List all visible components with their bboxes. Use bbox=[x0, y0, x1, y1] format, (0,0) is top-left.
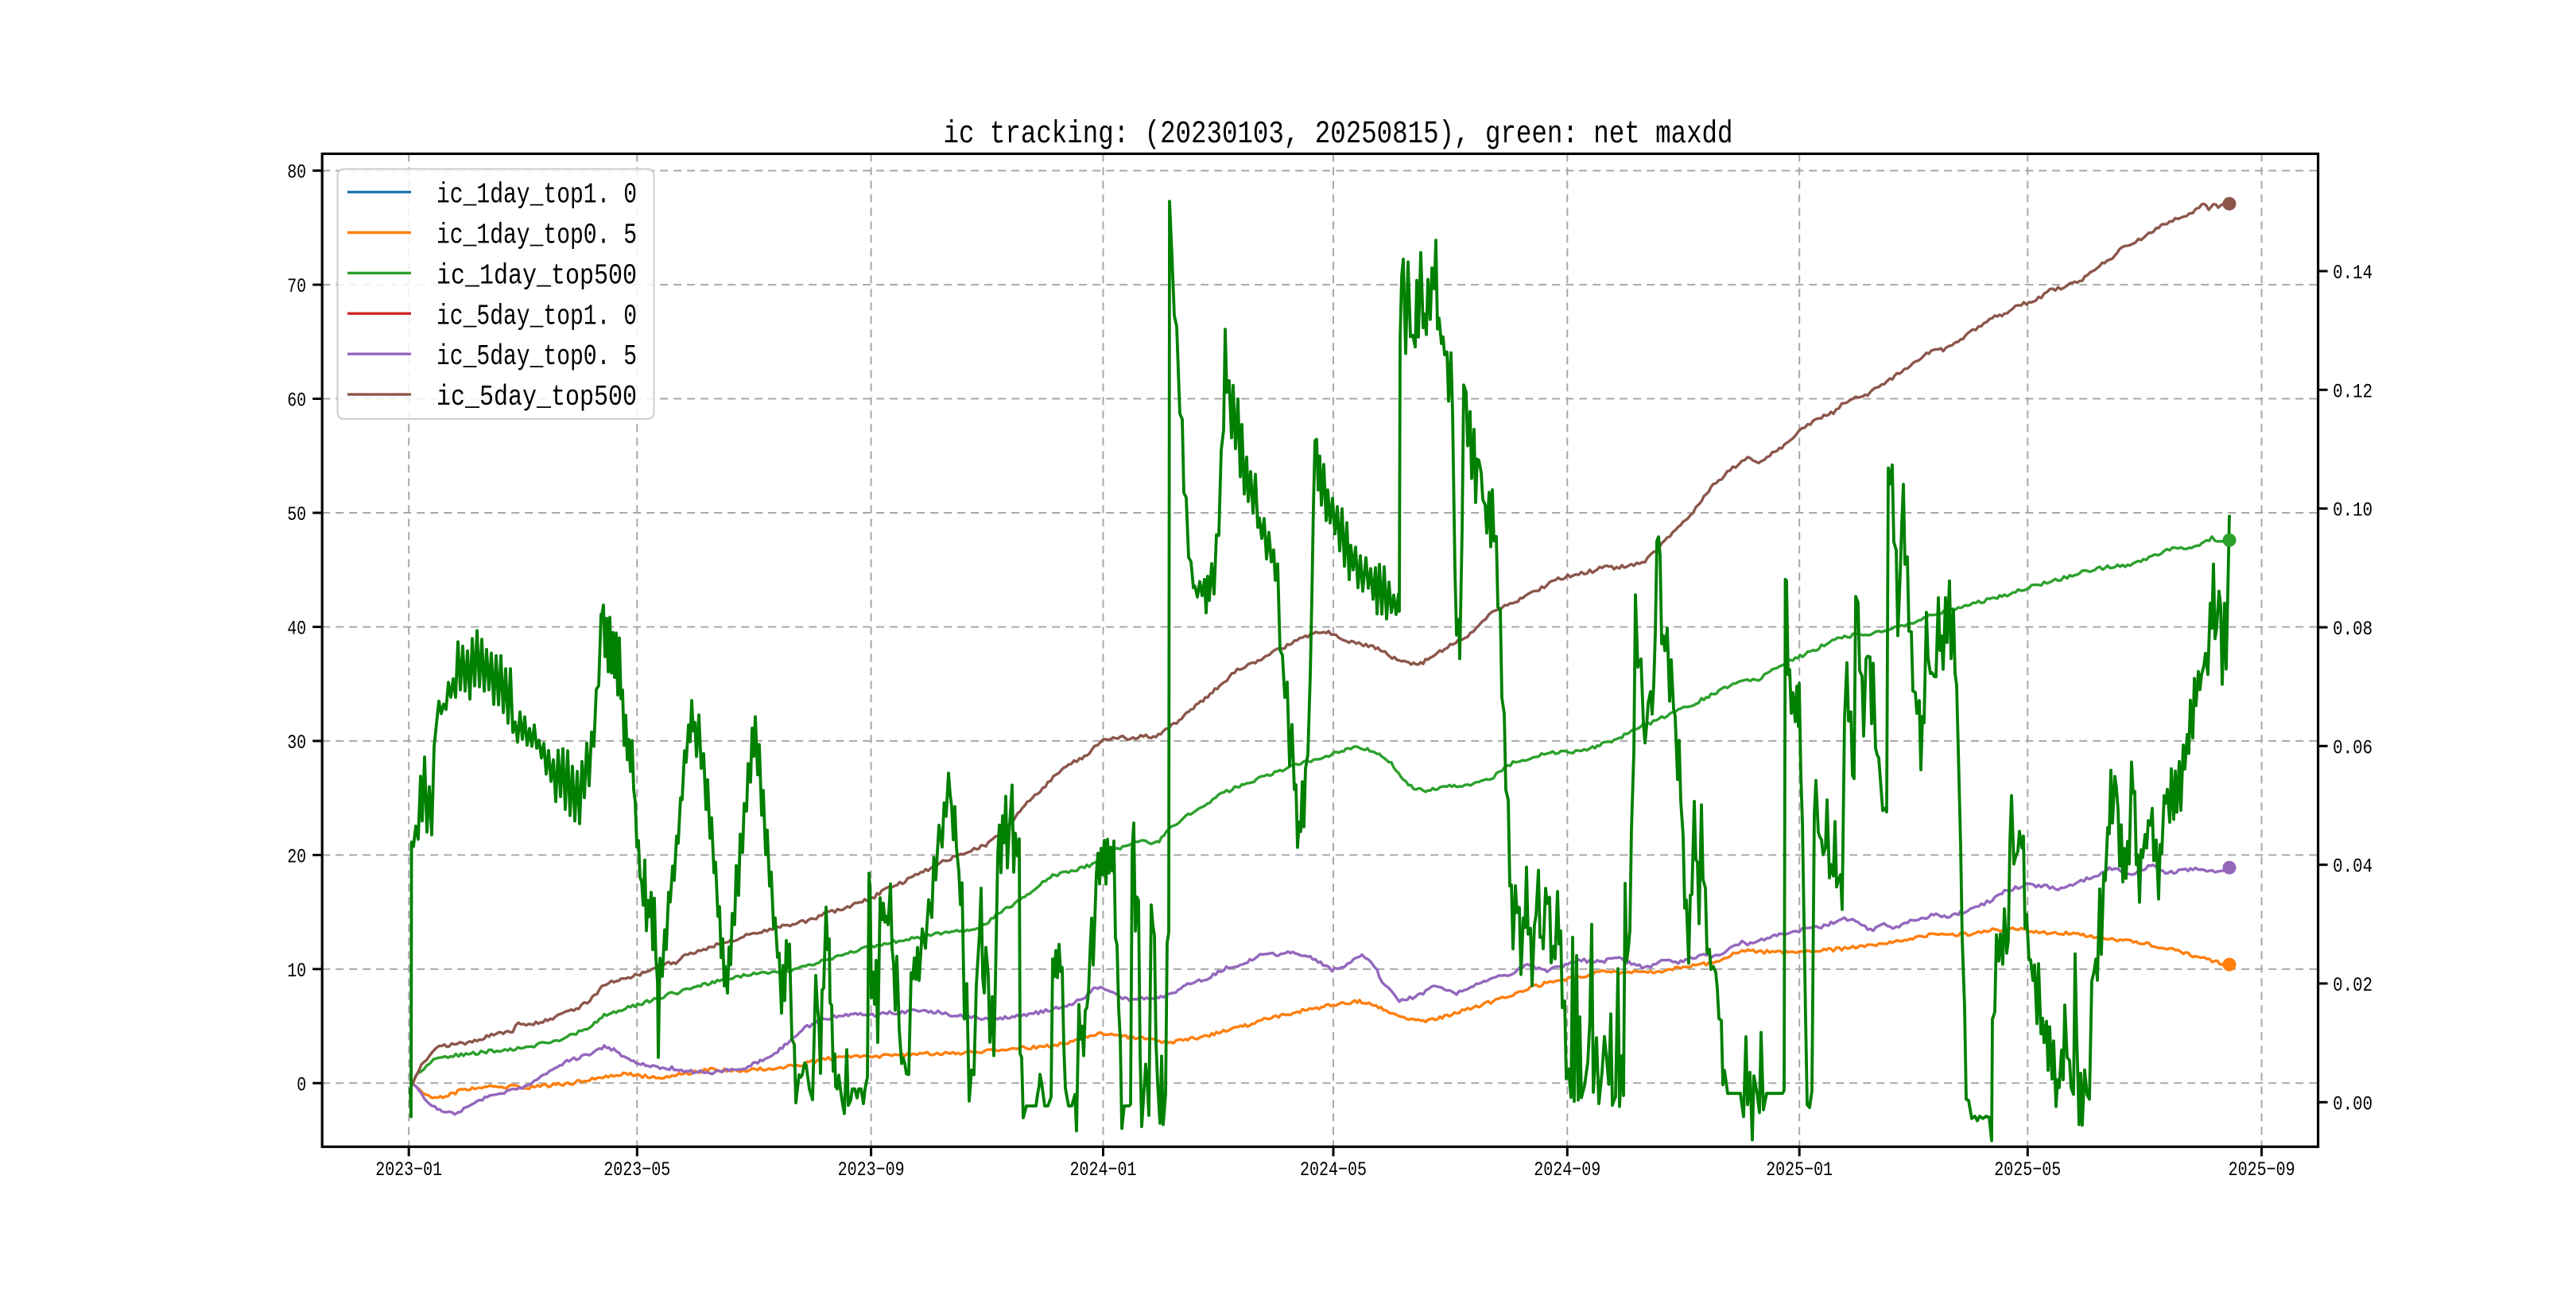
svg-text:0.06: 0.06 bbox=[2333, 736, 2372, 759]
svg-text:2024−05: 2024−05 bbox=[1300, 1158, 1367, 1181]
svg-text:ic_1day_top1. 0: ic_1day_top1. 0 bbox=[436, 179, 637, 211]
svg-text:ic_5day_top500: ic_5day_top500 bbox=[436, 381, 637, 413]
svg-text:ic tracking: (20230103, 202508: ic tracking: (20230103, 20250815), green… bbox=[944, 117, 1733, 153]
svg-text:2023−05: 2023−05 bbox=[603, 1158, 670, 1181]
svg-text:2025−05: 2025−05 bbox=[1994, 1158, 2061, 1181]
svg-text:ic_5day_top1. 0: ic_5day_top1. 0 bbox=[436, 300, 637, 332]
svg-text:0: 0 bbox=[297, 1073, 306, 1096]
svg-text:40: 40 bbox=[287, 617, 306, 640]
svg-text:2024−09: 2024−09 bbox=[1534, 1158, 1600, 1181]
svg-text:70: 70 bbox=[287, 275, 306, 298]
svg-text:60: 60 bbox=[287, 390, 306, 413]
svg-text:0.02: 0.02 bbox=[2333, 974, 2372, 997]
svg-text:2025−01: 2025−01 bbox=[1766, 1158, 1833, 1181]
svg-text:ic_5day_top0. 5: ic_5day_top0. 5 bbox=[436, 340, 637, 373]
svg-text:80: 80 bbox=[287, 161, 306, 184]
svg-text:30: 30 bbox=[287, 731, 306, 755]
svg-text:2025−09: 2025−09 bbox=[2229, 1158, 2295, 1181]
svg-text:ic_1day_top500: ic_1day_top500 bbox=[436, 259, 637, 292]
svg-text:2023−09: 2023−09 bbox=[838, 1158, 905, 1181]
svg-text:0.08: 0.08 bbox=[2333, 618, 2372, 641]
svg-text:ic_1day_top0. 5: ic_1day_top0. 5 bbox=[436, 219, 637, 252]
svg-text:0.04: 0.04 bbox=[2333, 856, 2372, 879]
svg-text:10: 10 bbox=[287, 960, 306, 983]
svg-text:20: 20 bbox=[287, 845, 306, 868]
svg-text:50: 50 bbox=[287, 503, 306, 526]
svg-text:2023−01: 2023−01 bbox=[375, 1158, 442, 1181]
svg-text:0.10: 0.10 bbox=[2333, 499, 2372, 522]
svg-text:2024−01: 2024−01 bbox=[1070, 1158, 1137, 1181]
svg-text:0.14: 0.14 bbox=[2333, 262, 2372, 285]
svg-text:0.00: 0.00 bbox=[2333, 1092, 2372, 1115]
svg-text:0.12: 0.12 bbox=[2333, 380, 2372, 403]
